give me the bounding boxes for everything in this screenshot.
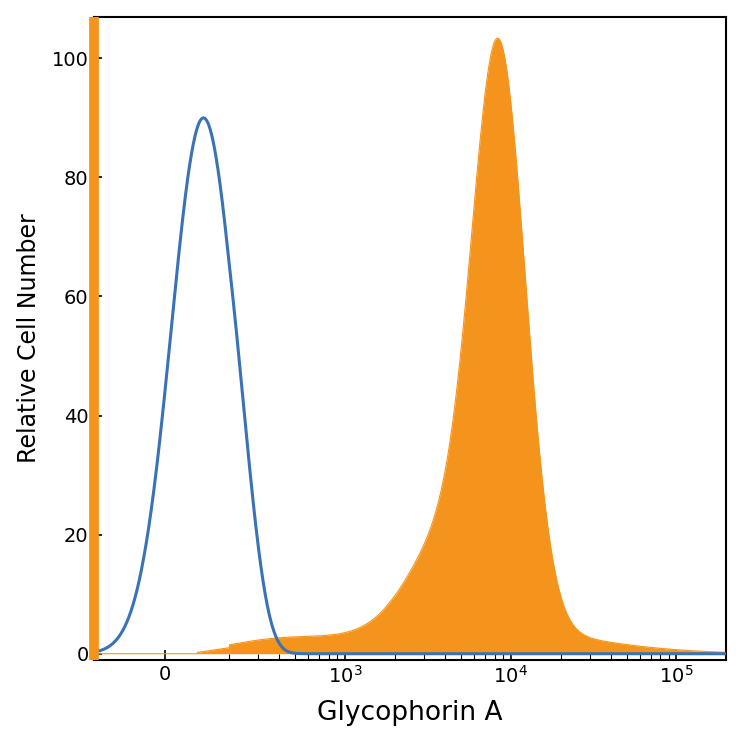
Y-axis label: Relative Cell Number: Relative Cell Number (16, 213, 41, 463)
X-axis label: Glycophorin A: Glycophorin A (317, 701, 503, 727)
